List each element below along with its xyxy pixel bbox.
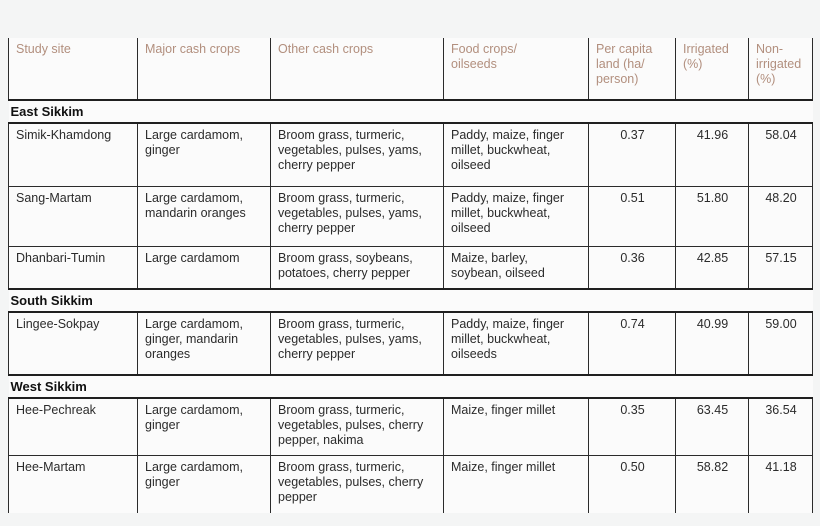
- table-row-hee-pechreak: Hee-Pechreak Large cardamom, ginger Broo…: [8, 397, 813, 456]
- cell-food-crops: Paddy, maize, finger millet, buckwheat, …: [443, 122, 589, 187]
- cell-non-irrigated-pct: 59.00: [748, 311, 813, 376]
- cell-food-crops: Paddy, maize, finger millet, buckwheat, …: [443, 185, 589, 247]
- cell-food-crops: Maize, finger millet: [443, 454, 589, 513]
- cell-major-cash-crops: Large cardamom, ginger: [137, 397, 271, 456]
- cell-food-crops: Maize, barley, soybean, oilseed: [443, 245, 589, 290]
- cell-study-site: Dhanbari-Tumin: [8, 245, 138, 290]
- cell-irrigated-pct: 42.85: [675, 245, 749, 290]
- cell-other-cash-crops: Broom grass, turmeric, vegetables, pulse…: [270, 122, 444, 187]
- table-header-row: Study site Major cash crops Other cash c…: [8, 38, 813, 101]
- section-row-west-sikkim: West Sikkim: [8, 374, 813, 399]
- cell-study-site: Hee-Martam: [8, 454, 138, 513]
- cell-major-cash-crops: Large cardamom, ginger: [137, 454, 271, 513]
- section-row-east-sikkim: East Sikkim: [8, 99, 813, 124]
- cell-irrigated-pct: 51.80: [675, 185, 749, 247]
- cell-irrigated-pct: 63.45: [675, 397, 749, 456]
- cell-non-irrigated-pct: 36.54: [748, 397, 813, 456]
- col-header-other-cash-crops: Other cash crops: [270, 38, 444, 101]
- cell-major-cash-crops: Large cardamom, mandarin oranges: [137, 185, 271, 247]
- cell-other-cash-crops: Broom grass, turmeric, vegetables, pulse…: [270, 311, 444, 376]
- cell-other-cash-crops: Broom grass, turmeric, vegetables, pulse…: [270, 454, 444, 513]
- cell-major-cash-crops: Large cardamom: [137, 245, 271, 290]
- cell-food-crops: Paddy, maize, finger millet, buckwheat, …: [443, 311, 589, 376]
- col-header-food-crops-oilseeds: Food crops/ oilseeds: [443, 38, 589, 101]
- cell-major-cash-crops: Large cardamom, ginger: [137, 122, 271, 187]
- cell-per-capita-land: 0.37: [588, 122, 676, 187]
- study-sites-table: Study site Major cash crops Other cash c…: [8, 38, 813, 513]
- cell-non-irrigated-pct: 57.15: [748, 245, 813, 290]
- table-row-lingee-sokpay: Lingee-Sokpay Large cardamom, ginger, ma…: [8, 311, 813, 376]
- cell-other-cash-crops: Broom grass, soybeans, potatoes, cherry …: [270, 245, 444, 290]
- cell-study-site: Simik-Khamdong: [8, 122, 138, 187]
- cell-irrigated-pct: 58.82: [675, 454, 749, 513]
- table-row-simik-khamdong: Simik-Khamdong Large cardamom, ginger Br…: [8, 122, 813, 187]
- cell-other-cash-crops: Broom grass, turmeric, vegetables, pulse…: [270, 397, 444, 456]
- col-header-non-irrigated-pct: Non- irrigated (%): [748, 38, 813, 101]
- section-row-south-sikkim: South Sikkim: [8, 288, 813, 313]
- section-title-west-sikkim: West Sikkim: [8, 374, 813, 399]
- table-row-sang-martam: Sang-Martam Large cardamom, mandarin ora…: [8, 185, 813, 247]
- col-header-per-capita-land: Per capita land (ha/ person): [588, 38, 676, 101]
- cell-study-site: Hee-Pechreak: [8, 397, 138, 456]
- table-row-dhanbari-tumin: Dhanbari-Tumin Large cardamom Broom gras…: [8, 245, 813, 290]
- cell-major-cash-crops: Large cardamom, ginger, mandarin oranges: [137, 311, 271, 376]
- table-row-hee-martam: Hee-Martam Large cardamom, ginger Broom …: [8, 454, 813, 513]
- cell-per-capita-land: 0.36: [588, 245, 676, 290]
- section-title-south-sikkim: South Sikkim: [8, 288, 813, 313]
- cell-other-cash-crops: Broom grass, turmeric, vegetables, pulse…: [270, 185, 444, 247]
- cell-per-capita-land: 0.51: [588, 185, 676, 247]
- cell-food-crops: Maize, finger millet: [443, 397, 589, 456]
- cell-irrigated-pct: 41.96: [675, 122, 749, 187]
- cell-non-irrigated-pct: 41.18: [748, 454, 813, 513]
- cell-per-capita-land: 0.74: [588, 311, 676, 376]
- cell-study-site: Lingee-Sokpay: [8, 311, 138, 376]
- cell-irrigated-pct: 40.99: [675, 311, 749, 376]
- cell-non-irrigated-pct: 58.04: [748, 122, 813, 187]
- cell-per-capita-land: 0.50: [588, 454, 676, 513]
- section-title-east-sikkim: East Sikkim: [8, 99, 813, 124]
- col-header-irrigated-pct: Irrigated (%): [675, 38, 749, 101]
- col-header-study-site: Study site: [8, 38, 138, 101]
- cell-non-irrigated-pct: 48.20: [748, 185, 813, 247]
- cell-study-site: Sang-Martam: [8, 185, 138, 247]
- col-header-major-cash-crops: Major cash crops: [137, 38, 271, 101]
- cell-per-capita-land: 0.35: [588, 397, 676, 456]
